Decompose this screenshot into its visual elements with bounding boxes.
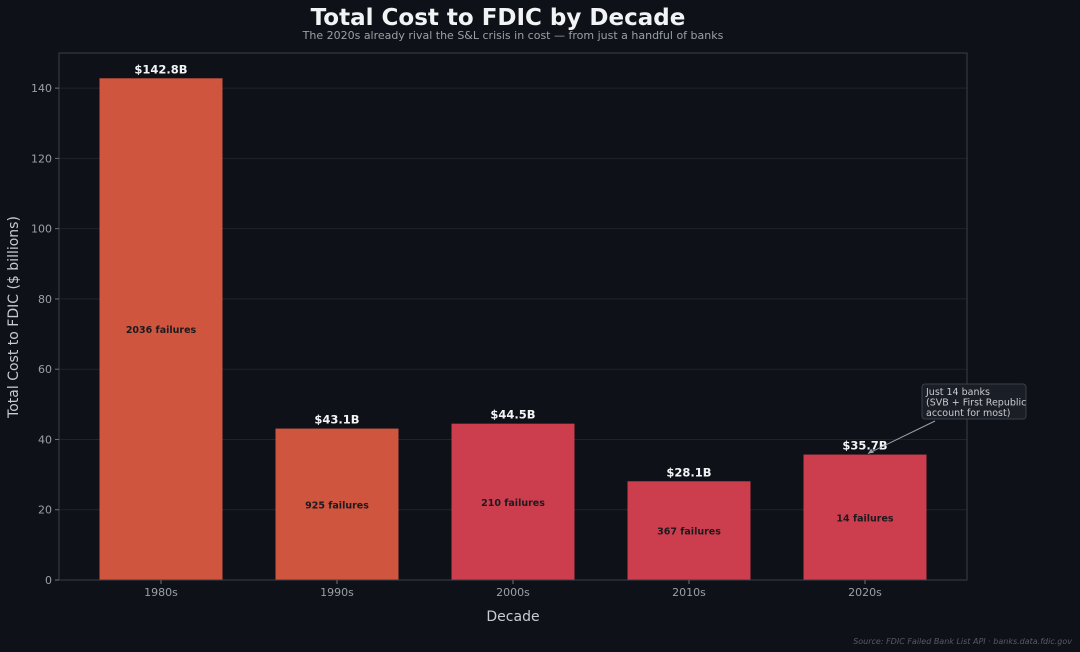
y-tick-label: 40 [38, 433, 52, 446]
failures-label: 367 failures [657, 527, 721, 538]
bar-2000s [451, 423, 575, 580]
failures-label: 210 failures [481, 498, 545, 509]
y-tick-label: 100 [31, 223, 52, 236]
source-note: Source: FDIC Failed Bank List API · bank… [853, 637, 1072, 646]
y-tick-label: 20 [38, 504, 52, 517]
failures-label: 2036 failures [126, 325, 197, 336]
chart-subtitle: The 2020s already rival the S&L crisis i… [302, 29, 724, 42]
value-label: $142.8B [134, 62, 187, 76]
value-label: $44.5B [490, 408, 535, 422]
value-label: $28.1B [666, 465, 711, 479]
y-axis: 0 20 40 60 80 100 120 140 [31, 82, 59, 587]
x-tick-label: 1990s [320, 586, 354, 599]
bar-1990s [275, 428, 399, 580]
y-axis-label: Total Cost to FDIC ($ billions) [6, 216, 22, 419]
y-tick-label: 60 [38, 363, 52, 376]
annotation-text: Just 14 banks [925, 387, 990, 398]
failures-label: 925 failures [305, 500, 369, 511]
bar-labels: $142.8B 2036 failures $43.1B 925 failures $4… [126, 62, 894, 537]
annotation-text: (SVB + First Republic [926, 398, 1026, 409]
y-tick-label: 80 [38, 293, 52, 306]
annotation-arrowhead [868, 448, 874, 454]
bar-2010s [627, 481, 751, 580]
annotation-text: account for most) [926, 408, 1010, 419]
value-label: $35.7B [842, 439, 887, 453]
y-tick-label: 140 [31, 82, 52, 95]
x-tick-label: 2000s [496, 586, 530, 599]
value-label: $43.1B [314, 413, 359, 427]
bar-1980s [99, 78, 223, 581]
bar-2020s [803, 454, 927, 580]
annotation-box [921, 383, 1027, 420]
x-tick-label: 2020s [848, 586, 882, 599]
x-tick-label: 1980s [144, 586, 178, 599]
annotation-arrow [867, 420, 936, 455]
y-tick-label: 120 [31, 152, 52, 165]
x-axis-label: Decade [486, 609, 539, 625]
y-tick-label: 0 [45, 574, 52, 587]
annotation: Just 14 banks(SVB + First Republicaccoun… [867, 383, 1027, 455]
x-tick-label: 2010s [672, 586, 706, 599]
x-axis: 1980s 1990s 2000s 2010s 2020s [144, 580, 882, 599]
failures-label: 14 failures [836, 513, 893, 524]
bars [99, 78, 927, 581]
chart-title: Total Cost to FDIC by Decade [311, 5, 686, 31]
